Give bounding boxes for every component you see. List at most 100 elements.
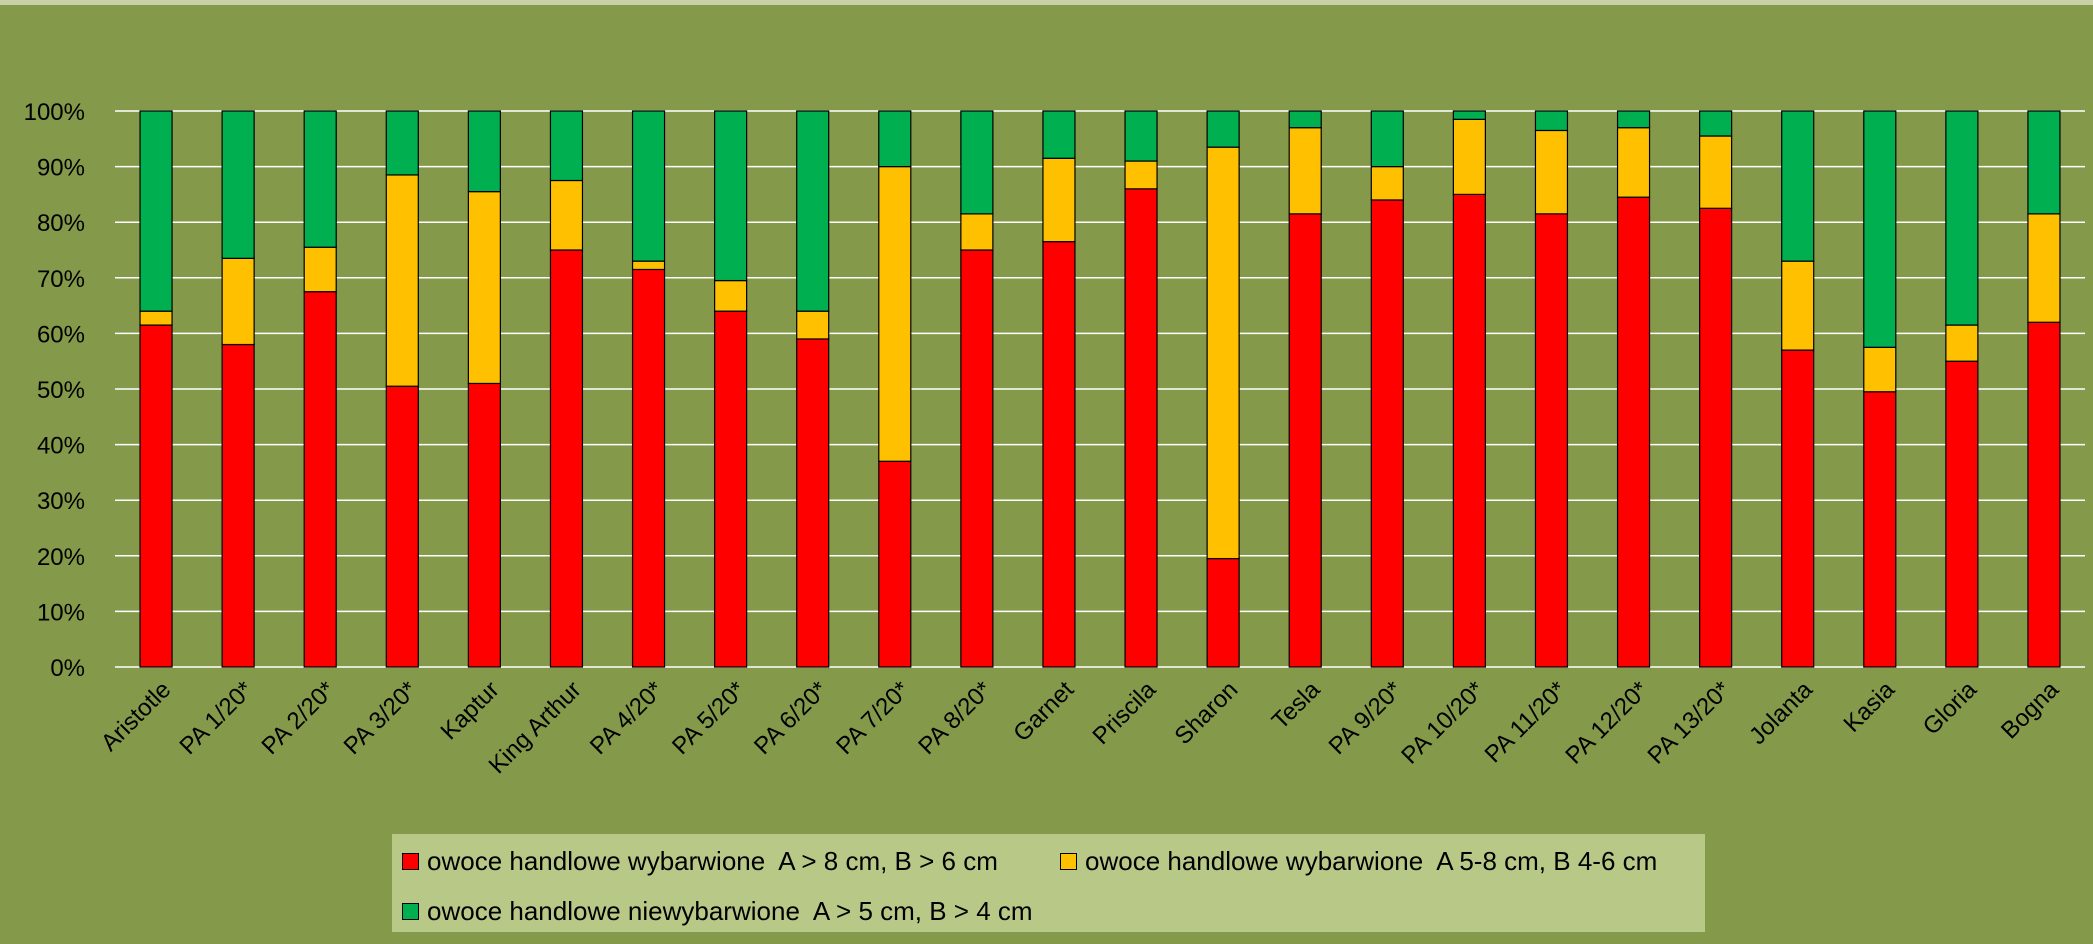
y-tick-labels: 0% 10% 20% 30% 40% 50% 60% 70% 80% 90% 100% [24, 99, 85, 682]
legend-item-red: owoce handlowe wybarwione A > 8 cm, B > … [402, 846, 998, 877]
x-tick-label: Garnet [1008, 676, 1079, 747]
y-tick-label: 40% [37, 433, 85, 460]
bar-segment-red [1945, 360, 1979, 668]
bar-segment-red [714, 310, 748, 668]
x-tick-label: PA 9/20* [1324, 676, 1408, 760]
legend-label-green: owoce handlowe niewybarwione A > 5 cm, B… [427, 896, 1033, 926]
legend-swatch-green [402, 903, 419, 920]
bar-segment-green [714, 110, 748, 282]
bar-segment-yellow [1616, 127, 1651, 198]
bar-segment-green [1616, 110, 1651, 129]
x-tick-label: Tesla [1267, 676, 1326, 735]
x-tick-label: PA 5/20* [667, 676, 751, 760]
y-tick-label: 50% [37, 377, 85, 404]
bar-segment-green [1781, 110, 1815, 262]
bar-segment-red [1781, 349, 1815, 668]
bar-segment-yellow [139, 310, 173, 326]
bar-segment-green [549, 110, 584, 182]
bar-segment-green [1534, 110, 1569, 132]
legend-swatch-red [402, 853, 419, 870]
x-tick-label: Aristotle [96, 676, 176, 756]
bar-segment-green [139, 110, 173, 312]
x-tick-label: PA 7/20* [831, 676, 915, 760]
bar-segment-green [2027, 110, 2061, 215]
bar-segment-green [1945, 110, 1979, 326]
bar-segment-green [878, 110, 912, 168]
bar-segment-green [1452, 110, 1486, 120]
bar-segment-green [1206, 110, 1240, 148]
x-tick-label: PA 10/20* [1396, 676, 1489, 769]
bar-segment-yellow [2027, 213, 2061, 323]
bar-segment-red [1370, 199, 1404, 668]
bar-segment-yellow [1452, 118, 1486, 195]
bar-segment-red [1206, 557, 1240, 668]
gridlines [115, 110, 2085, 613]
x-tick-label: PA 11/20* [1480, 676, 1572, 768]
y-tick-label: 10% [37, 599, 85, 626]
y-tick-label: 60% [37, 321, 85, 348]
legend-item-green: owoce handlowe niewybarwione A > 5 cm, B… [402, 896, 1033, 927]
x-tick-label: PA 4/20* [585, 676, 669, 760]
x-tick-label: Sharon [1170, 676, 1244, 750]
y-tick-label: 100% [24, 99, 85, 126]
bar-segment-red [960, 249, 994, 668]
bar-segment-red [1863, 391, 1897, 668]
bar-segment-yellow [1124, 160, 1158, 190]
legend: owoce handlowe wybarwione A > 8 cm, B > … [392, 834, 1705, 932]
bar-segment-yellow [385, 174, 419, 387]
bar-segment-green [1288, 110, 1322, 129]
bar-segment-red [2027, 321, 2061, 668]
bar-segment-yellow [796, 310, 830, 340]
bar-segment-red [221, 343, 255, 668]
x-tick-label: PA 12/20* [1560, 676, 1653, 769]
stacked-bar-chart: 0% 10% 20% 30% 40% 50% 60% 70% 80% 90% 100% Aristo… [24, 99, 2085, 779]
x-tick-label: Priscila [1088, 676, 1162, 750]
x-tick-label: PA 1/20* [174, 676, 258, 760]
bar-segment-green [221, 110, 255, 259]
legend-item-yellow: owoce handlowe wybarwione A 5-8 cm, B 4-… [1060, 846, 1657, 877]
x-tick-label: Kaptur [436, 676, 505, 745]
bar-segment-yellow [1534, 129, 1569, 215]
bar-segment-red [303, 291, 337, 668]
bar-segment-red [1288, 213, 1322, 668]
y-tick-label: 20% [37, 544, 85, 571]
x-tick-label: Bogna [1996, 676, 2065, 745]
bar-segment-yellow [1863, 346, 1897, 393]
bar-segment-red [467, 382, 501, 668]
bar-segment-red [1042, 241, 1076, 668]
bar-segment-yellow [1370, 166, 1404, 201]
bar-segment-yellow [631, 260, 666, 271]
bar-segment-green [467, 110, 501, 193]
bar-segment-yellow [714, 279, 748, 312]
y-tick-label: 0% [50, 655, 85, 682]
bar-segment-green [1863, 110, 1897, 348]
x-tick-label: Jolanta [1744, 676, 1818, 750]
bar-segment-red [1452, 193, 1486, 668]
legend-label-red: owoce handlowe wybarwione A > 8 cm, B > … [427, 846, 998, 876]
bar-segment-yellow [549, 179, 584, 251]
bar-segment-green [960, 110, 994, 215]
bar-segment-red [549, 249, 584, 668]
bar-segment-red [1616, 196, 1651, 668]
bar-segment-green [1370, 110, 1404, 168]
bar-segment-green [631, 110, 666, 262]
bar-segment-yellow [303, 246, 337, 293]
bars [139, 110, 2061, 668]
bar-segment-yellow [1206, 146, 1240, 560]
bar-segment-yellow [960, 213, 994, 251]
bar-segment-red [878, 460, 912, 668]
bar-segment-red [796, 338, 830, 668]
bar-segment-green [1124, 110, 1158, 162]
bar-segment-yellow [467, 191, 501, 385]
x-tick-label: PA 8/20* [913, 676, 997, 760]
y-tick-label: 70% [37, 266, 85, 293]
x-tick-label: PA 3/20* [339, 676, 423, 760]
bar-segment-green [1699, 110, 1733, 137]
bar-segment-red [631, 268, 666, 668]
bar-segment-green [303, 110, 337, 248]
bar-segment-green [796, 110, 830, 312]
bar-segment-yellow [1781, 260, 1815, 351]
bar-segment-red [1534, 213, 1569, 668]
legend-swatch-yellow [1060, 853, 1077, 870]
